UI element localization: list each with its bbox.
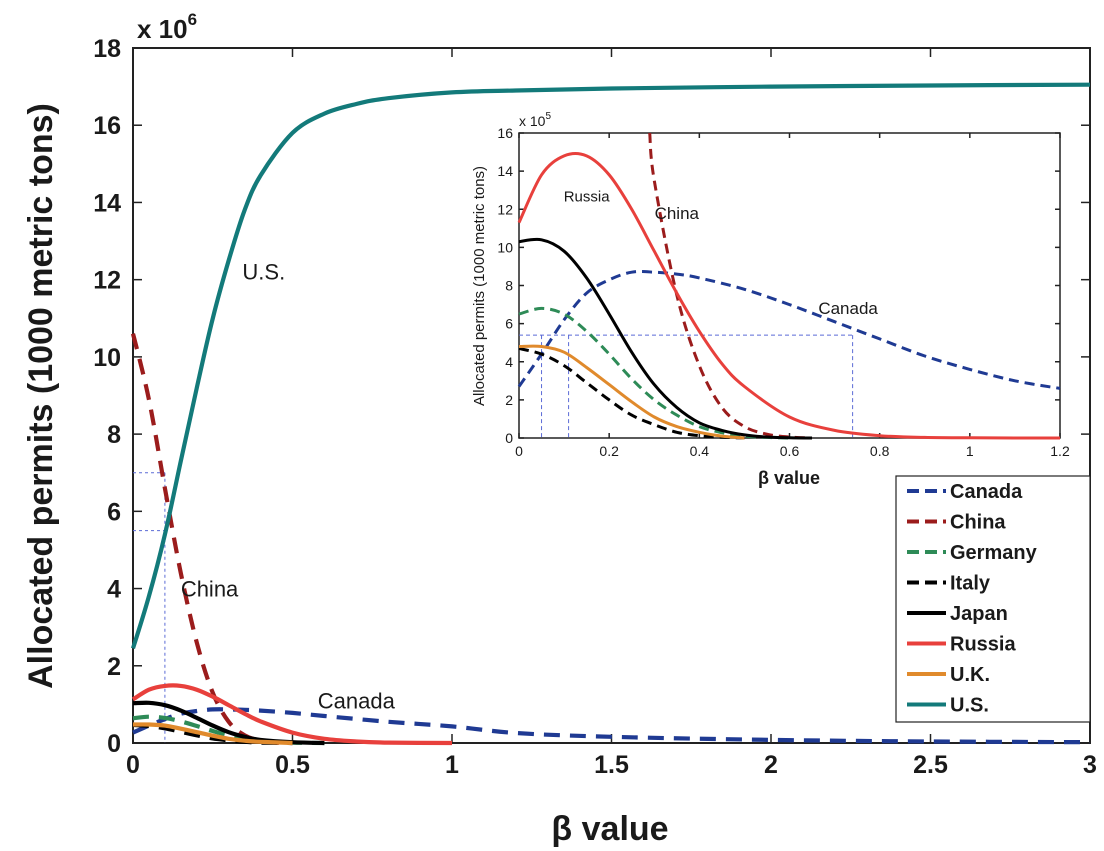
legend-label-italy: Italy <box>950 573 991 595</box>
main-y-tick-label: 14 <box>93 189 121 217</box>
inset-series-russia <box>517 152 1060 440</box>
inset-x-tick-label: 0.8 <box>870 443 890 459</box>
main-y-tick-label: 4 <box>107 576 121 604</box>
legend-label-russia: Russia <box>950 634 1016 656</box>
inset-tick-group: 0 0.2 0.4 0.6 0.8 1 1.2 0 2 4 6 8 10 12 14 16 <box>497 125 1070 459</box>
main-annotation-us: U.S. <box>242 260 285 285</box>
inset-y-tick-label: 0 <box>505 430 513 446</box>
main-series-uk <box>132 722 293 746</box>
main-y-multiplier-base: x 10 <box>137 14 188 44</box>
inset-series-canada <box>517 270 1061 390</box>
main-y-tick-label: 0 <box>107 730 121 758</box>
main-x-tick-label: 0.5 <box>275 751 310 779</box>
inset-y-tick-label: 6 <box>505 316 513 332</box>
legend-label-germany: Germany <box>950 542 1038 564</box>
inset-annotation-russia: Russia <box>564 189 611 206</box>
legend-label-canada: Canada <box>950 481 1023 503</box>
inset-annotation-china: China <box>655 204 700 223</box>
main-reference-lines <box>133 472 166 743</box>
inset-x-tick-label: 0.6 <box>780 443 800 459</box>
inset-annotation-canada: Canada <box>818 299 878 318</box>
inset-y-tick-label: 8 <box>505 278 513 294</box>
main-series-canada <box>132 707 1091 745</box>
inset-x-tick-label: 1.2 <box>1050 443 1070 459</box>
inset-y-tick-label: 12 <box>497 201 513 217</box>
main-x-axis-label: β value <box>551 810 668 848</box>
inset-x-tick-label: 1 <box>966 443 974 459</box>
main-x-tick-label: 3 <box>1083 751 1097 779</box>
legend-label-china: China <box>950 512 1006 534</box>
inset-x-axis-label: β value <box>758 468 820 488</box>
legend-label-uk: U.K. <box>950 664 990 686</box>
legend: Canada China Germany Italy Japan Russia U.K. U.… <box>895 475 1091 723</box>
main-x-tick-label: 1 <box>445 751 459 779</box>
main-series-group <box>130 82 1091 746</box>
inset-y-multiplier: x 105 <box>519 111 551 129</box>
main-series-russia <box>131 683 453 746</box>
legend-label-us: U.S. <box>950 695 989 717</box>
inset-y-tick-label: 16 <box>497 125 513 141</box>
inset-series-japan <box>518 237 813 440</box>
main-y-tick-label: 2 <box>107 653 121 681</box>
main-y-tick-label: 8 <box>107 421 121 449</box>
main-y-axis-label: Allocated permits (1000 metric tons) <box>22 103 60 689</box>
inset-y-tick-label: 4 <box>505 354 513 370</box>
legend-box <box>895 475 1091 723</box>
main-annotations: U.S. China Canada <box>181 260 396 714</box>
main-series-us <box>130 82 1091 650</box>
main-y-tick-label: 10 <box>93 344 121 372</box>
inset-y-tick-label: 2 <box>505 392 513 408</box>
main-y-multiplier-exp: 6 <box>188 10 197 29</box>
main-y-multiplier: x 106 <box>137 10 197 44</box>
main-x-tick-label: 0 <box>126 751 140 779</box>
inset-y-tick-label: 10 <box>497 239 513 255</box>
inset-x-tick-label: 0.2 <box>599 443 619 459</box>
legend-items: Canada China Germany Italy Japan Russia U.K. U.… <box>907 481 1038 717</box>
main-y-tick-label: 16 <box>93 112 121 140</box>
main-annotation-canada: Canada <box>318 688 396 713</box>
inset-y-multiplier-exp: 5 <box>545 111 551 122</box>
inset-series-uk <box>518 344 745 440</box>
inset-y-multiplier-base: x 10 <box>519 113 546 129</box>
inset-x-tick-label: 0.4 <box>690 443 710 459</box>
inset-series-group <box>517 132 1061 440</box>
main-y-tick-label: 12 <box>93 267 121 295</box>
legend-label-japan: Japan <box>950 603 1008 625</box>
main-y-tick-label: 6 <box>107 498 121 526</box>
inset-plot-frame <box>518 132 1061 439</box>
main-x-tick-label: 2.5 <box>913 751 948 779</box>
inset-annotations: Russia China Canada <box>564 189 879 318</box>
inset-y-axis-label: Allocated permits (1000 metric tons) <box>471 166 488 406</box>
main-y-tick-label: 18 <box>93 35 121 63</box>
main-x-tick-label: 1.5 <box>594 751 629 779</box>
main-x-tick-label: 2 <box>764 751 778 779</box>
inset-series-italy <box>518 346 745 440</box>
main-annotation-china: China <box>181 576 239 601</box>
inset-x-tick-label: 0 <box>515 443 523 459</box>
inset-y-tick-label: 14 <box>497 163 513 179</box>
